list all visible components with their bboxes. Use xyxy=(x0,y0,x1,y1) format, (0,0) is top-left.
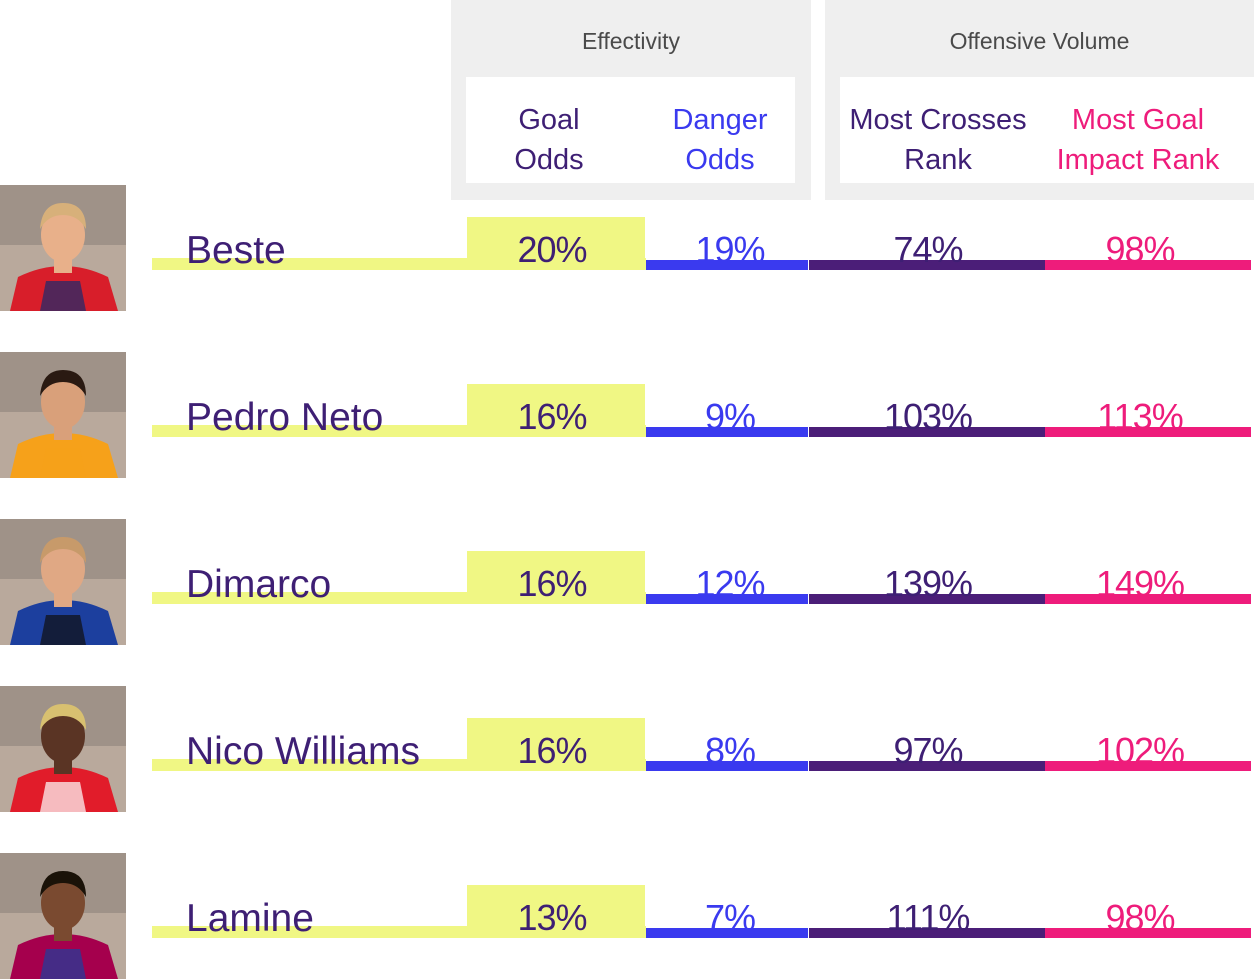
goal-odds-value: 13% xyxy=(517,897,587,938)
impact-rank-value: 149% xyxy=(1095,563,1185,604)
danger-odds-bar xyxy=(646,427,808,437)
effectivity-title: Effectivity xyxy=(582,28,680,54)
goal-odds-cell xyxy=(467,885,645,938)
player-name: Beste xyxy=(186,229,286,272)
crosses-rank-bar xyxy=(809,427,1045,437)
danger-odds-value: 19% xyxy=(695,229,765,270)
impact-rank-bar xyxy=(1045,761,1251,771)
impact-rank-bar xyxy=(1045,594,1251,604)
goal-odds-value: 20% xyxy=(517,229,587,270)
effectivity-inner xyxy=(466,77,795,183)
danger-odds-value: 12% xyxy=(695,563,765,604)
goal-odds-value: 16% xyxy=(517,730,587,771)
danger-odds-value: 7% xyxy=(704,897,756,938)
player-name: Dimarco xyxy=(186,563,332,606)
danger-odds-bar xyxy=(646,260,808,270)
goal-odds-cell xyxy=(467,718,645,771)
player-photo xyxy=(0,185,126,311)
col-head-crosses-rank: Most Crosses Rank xyxy=(849,104,1027,176)
offensive-volume-inner xyxy=(840,77,1254,183)
effectivity-group: Effectivity xyxy=(451,0,811,200)
danger-odds-bar xyxy=(646,594,808,604)
impact-rank-value: 113% xyxy=(1097,396,1183,437)
impact-rank-value: 98% xyxy=(1105,229,1175,270)
player-photo xyxy=(0,519,126,645)
offensive-volume-group: Offensive Volume xyxy=(825,0,1254,200)
impact-rank-bar xyxy=(1045,427,1251,437)
crosses-rank-value: 97% xyxy=(893,730,963,771)
impact-rank-bar xyxy=(1045,928,1251,938)
danger-odds-value: 8% xyxy=(704,730,756,771)
danger-odds-bar xyxy=(646,761,808,771)
player-photo xyxy=(0,352,126,478)
impact-rank-value: 102% xyxy=(1095,730,1185,771)
crosses-rank-value: 74% xyxy=(893,229,963,270)
player-name: Pedro Neto xyxy=(186,396,384,439)
col-head-danger-odds: Danger Odds xyxy=(672,104,768,176)
player-photo xyxy=(0,853,126,979)
goal-odds-cell xyxy=(467,551,645,604)
player-photo xyxy=(0,686,126,812)
crosses-rank-bar xyxy=(809,761,1045,771)
player-name: Lamine xyxy=(186,897,314,940)
crosses-rank-bar xyxy=(809,594,1045,604)
goal-odds-cell xyxy=(467,384,645,437)
crosses-rank-bar xyxy=(809,260,1045,270)
goal-odds-cell xyxy=(467,217,645,270)
goal-odds-value: 16% xyxy=(517,396,587,437)
impact-rank-value: 98% xyxy=(1105,897,1175,938)
danger-odds-value: 9% xyxy=(704,396,756,437)
crosses-rank-value: 111% xyxy=(886,897,971,938)
impact-rank-bar xyxy=(1045,260,1251,270)
col-head-impact-rank: Most Goal Impact Rank xyxy=(1056,104,1220,176)
goal-odds-value: 16% xyxy=(517,563,587,604)
player-name: Nico Williams xyxy=(186,730,420,773)
crosses-rank-value: 103% xyxy=(883,396,973,437)
crosses-rank-bar xyxy=(809,928,1045,938)
offensive-volume-title: Offensive Volume xyxy=(949,28,1130,54)
crosses-rank-value: 139% xyxy=(883,563,973,604)
col-head-goal-odds: Goal Odds xyxy=(514,104,584,176)
danger-odds-bar xyxy=(646,928,808,938)
